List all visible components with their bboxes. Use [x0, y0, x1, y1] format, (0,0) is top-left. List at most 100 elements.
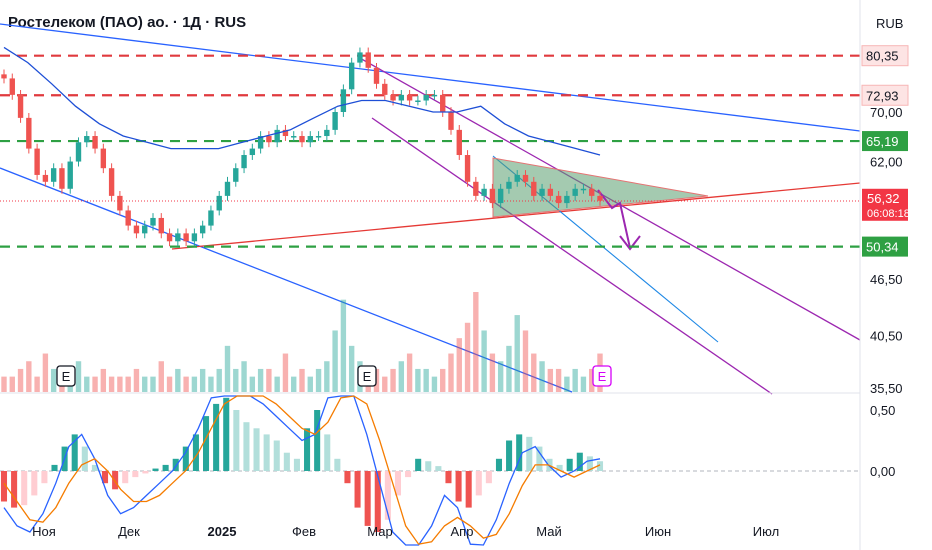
candle[interactable] — [92, 136, 98, 149]
candle[interactable] — [514, 174, 520, 182]
candle[interactable] — [431, 94, 438, 97]
candle[interactable] — [241, 155, 247, 169]
candle[interactable] — [34, 148, 40, 175]
candle[interactable] — [175, 233, 181, 242]
candle[interactable] — [406, 94, 413, 101]
volume-bar — [489, 353, 496, 392]
candle[interactable] — [9, 78, 15, 95]
candle[interactable] — [456, 129, 462, 156]
macd-signal-line[interactable] — [3, 395, 601, 545]
candle[interactable] — [506, 181, 512, 189]
triangle-pattern[interactable] — [492, 157, 709, 218]
earnings-marker[interactable] — [357, 365, 377, 387]
candle[interactable] — [84, 136, 90, 143]
candle[interactable] — [597, 195, 603, 201]
volume-bar — [17, 368, 24, 392]
candle[interactable] — [249, 148, 256, 156]
macd-histogram-bar — [465, 471, 472, 508]
candle[interactable] — [481, 188, 487, 196]
candle[interactable] — [266, 136, 272, 143]
candle[interactable] — [315, 136, 322, 138]
macd-histogram-bar — [324, 434, 331, 471]
candle[interactable] — [150, 217, 156, 226]
upper-blue-trendline[interactable] — [0, 23, 861, 132]
candle[interactable] — [59, 168, 65, 189]
macd-axis-tick: 0,50 — [870, 403, 895, 418]
candle[interactable] — [531, 181, 537, 196]
candle[interactable] — [572, 188, 578, 196]
purple-channel-lower[interactable] — [371, 117, 773, 395]
candle[interactable] — [233, 168, 239, 182]
candle[interactable] — [555, 195, 562, 204]
candle[interactable] — [390, 94, 396, 101]
macd-histogram-bar — [586, 456, 593, 471]
earnings-marker[interactable] — [56, 365, 76, 387]
candle[interactable] — [183, 233, 189, 242]
candle[interactable] — [373, 67, 380, 84]
candle[interactable] — [142, 225, 148, 234]
macd-line[interactable] — [3, 395, 601, 546]
candle[interactable] — [257, 136, 264, 149]
candle[interactable] — [133, 225, 140, 234]
candle[interactable] — [307, 136, 313, 143]
candle[interactable] — [340, 89, 347, 112]
forecast-arrow[interactable] — [597, 189, 631, 249]
volume-bar — [274, 376, 280, 392]
candle[interactable] — [299, 136, 305, 143]
lower-blue-trendline[interactable] — [0, 167, 573, 393]
candle[interactable] — [26, 117, 32, 149]
candle[interactable] — [208, 210, 214, 226]
candle[interactable] — [473, 181, 479, 196]
macd-histogram-bar — [243, 422, 250, 471]
candle[interactable] — [224, 181, 231, 196]
candle[interactable] — [67, 161, 73, 189]
candle[interactable] — [365, 52, 371, 68]
candle[interactable] — [291, 136, 297, 138]
candle[interactable] — [580, 188, 587, 191]
candle[interactable] — [440, 94, 446, 112]
candle[interactable] — [489, 188, 496, 204]
candle[interactable] — [75, 142, 82, 162]
candle[interactable] — [324, 129, 330, 137]
candle[interactable] — [415, 100, 421, 102]
candle[interactable] — [589, 188, 595, 196]
candle[interactable] — [464, 155, 471, 182]
candle[interactable] — [348, 62, 355, 90]
candle[interactable] — [564, 195, 570, 204]
candle[interactable] — [117, 195, 123, 211]
macd-histogram-bar — [31, 471, 38, 496]
candle[interactable] — [522, 174, 529, 182]
volume-bar — [555, 368, 562, 392]
candle[interactable] — [191, 233, 198, 242]
candle[interactable] — [17, 94, 24, 118]
moving-average-line[interactable] — [3, 46, 601, 156]
macd-histogram-bar — [91, 464, 98, 471]
candle[interactable] — [216, 195, 222, 211]
candle[interactable] — [398, 94, 405, 101]
candle[interactable] — [274, 129, 280, 143]
volume-bar — [580, 376, 587, 392]
current-price-tag[interactable] — [862, 188, 908, 221]
candle[interactable] — [158, 217, 164, 234]
candle[interactable] — [423, 94, 429, 101]
candle[interactable] — [357, 52, 363, 63]
currency-label[interactable]: RUB — [876, 16, 904, 31]
candle[interactable] — [282, 129, 289, 137]
candle[interactable] — [42, 174, 49, 182]
candle[interactable] — [1, 74, 7, 79]
candle[interactable] — [125, 210, 131, 226]
candle[interactable] — [100, 148, 107, 169]
candle[interactable] — [539, 188, 545, 196]
candle[interactable] — [108, 168, 115, 196]
candle[interactable] — [199, 225, 206, 234]
candle[interactable] — [332, 112, 338, 130]
candle[interactable] — [448, 112, 454, 130]
earnings-marker[interactable] — [592, 365, 612, 387]
candle[interactable] — [497, 188, 504, 204]
red-support-trendline[interactable] — [171, 182, 861, 250]
candle[interactable] — [166, 233, 173, 242]
candle[interactable] — [547, 188, 554, 196]
candle[interactable] — [382, 83, 388, 95]
candle[interactable] — [50, 168, 57, 182]
